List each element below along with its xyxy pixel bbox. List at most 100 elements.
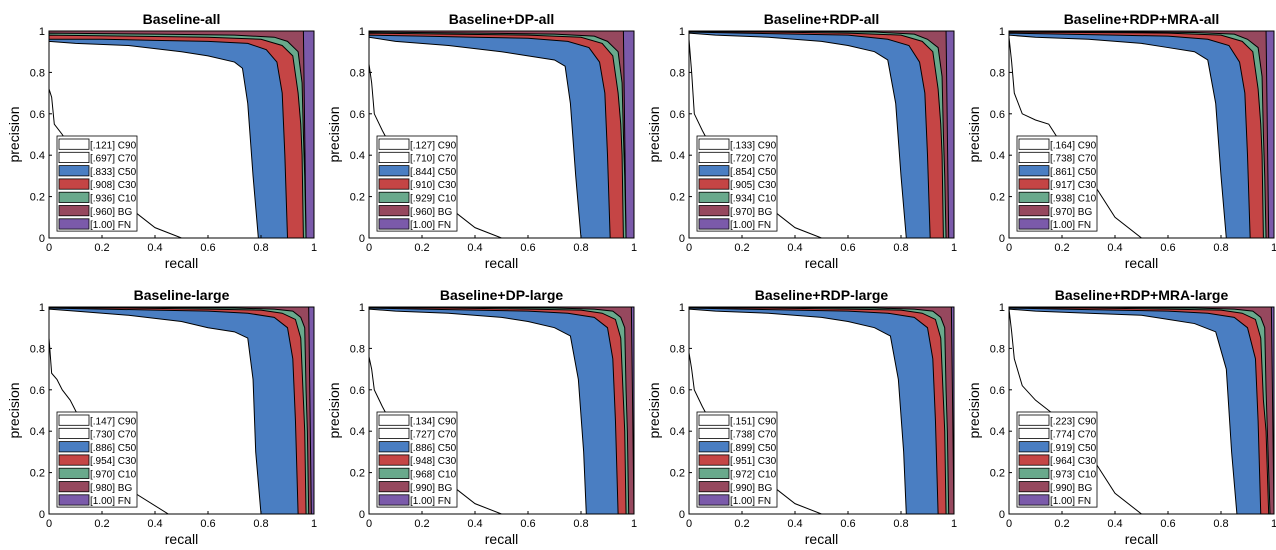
legend-swatch-c50 [378, 165, 410, 177]
legend-swatch-c50 [58, 165, 90, 177]
x-tick-label: 0.8 [253, 242, 268, 254]
y-tick-label: 0.8 [30, 67, 45, 79]
legend-swatch-c30 [698, 178, 730, 190]
x-tick-label: 0 [366, 518, 372, 530]
x-tick-label: 1 [951, 518, 957, 530]
legend-swatch-c70 [698, 427, 730, 439]
chart-panel: 00 0.2 0.2 0.4 0.4 0.6 0.6 0.8 0.8 1 1 recall precis… [966, 287, 1276, 547]
x-tick-label: 1 [311, 518, 317, 530]
y-tick-label: 0.6 [350, 109, 365, 121]
y-tick-label: 0.8 [670, 67, 685, 79]
legend-label: [.910] C30 [410, 180, 457, 191]
legend-swatch-c50 [698, 165, 730, 177]
x-tick-label: 0.6 [200, 518, 215, 530]
y-tick-label: 0.6 [670, 385, 685, 397]
legend-swatch-c30 [698, 454, 730, 466]
legend-label: [.960] BG [410, 207, 452, 218]
legend-swatch-bg [698, 205, 730, 217]
x-axis-label: recall [805, 531, 838, 547]
legend-label: [.973] C10 [1050, 470, 1097, 481]
chart-title: Baseline-large [134, 287, 230, 303]
y-tick-label: 0.4 [350, 426, 365, 438]
x-tick-label: 0.6 [840, 518, 855, 530]
x-tick-label: 0.4 [467, 242, 482, 254]
legend-swatch-fn [378, 494, 410, 506]
x-tick-label: 0.6 [1160, 242, 1175, 254]
legend: [.121] C90 [.697] C70 [.833] C50 [.908] C30… [56, 135, 138, 232]
y-tick-label: 1 [359, 26, 365, 38]
y-tick-label: 0 [999, 233, 1005, 245]
x-tick-label: 0.4 [147, 518, 162, 530]
y-axis-label: precision [6, 382, 22, 438]
legend-swatch-bg [1018, 481, 1050, 493]
legend-label: [1.00] FN [730, 496, 771, 507]
chart-title: Baseline+RDP-large [755, 287, 889, 303]
legend-label: [.954] C30 [90, 456, 137, 467]
x-tick-label: 1 [631, 242, 637, 254]
x-tick-label: 0.2 [1054, 518, 1069, 530]
chart-panel: 00 0.2 0.2 0.4 0.4 0.6 0.6 0.8 0.8 1 1 recall precis… [646, 11, 957, 271]
x-tick-label: 0.8 [1213, 242, 1228, 254]
legend-label: [.938] C10 [1050, 194, 1097, 205]
y-tick-label: 0.8 [30, 343, 45, 355]
x-tick-label: 0.8 [893, 242, 908, 254]
legend-label: [.134] C90 [410, 416, 457, 427]
legend-swatch-c30 [58, 178, 90, 190]
x-tick-label: 0 [46, 242, 52, 254]
chart-panel: 00 0.2 0.2 0.4 0.4 0.6 0.6 0.8 0.8 1 1 recall precis… [6, 287, 317, 547]
legend-swatch-c50 [58, 441, 90, 453]
x-tick-label: 1 [1271, 242, 1276, 254]
legend: [.127] C90 [.710] C70 [.844] C50 [.910] C30… [376, 135, 458, 232]
y-axis-label: precision [966, 106, 982, 162]
legend-swatch-c10 [698, 191, 730, 203]
legend-label: [.990] BG [730, 483, 772, 494]
legend-swatch-c90 [378, 138, 410, 150]
legend-label: [.936] C10 [90, 194, 137, 205]
y-tick-label: 0.8 [350, 343, 365, 355]
legend-swatch-c70 [378, 427, 410, 439]
y-tick-label: 0.8 [990, 343, 1005, 355]
legend-swatch-c90 [58, 138, 90, 150]
legend-label: [1.00] FN [410, 220, 451, 231]
legend-swatch-c90 [698, 414, 730, 426]
legend-swatch-fn [698, 494, 730, 506]
plot-frame [1008, 306, 1275, 515]
legend-swatch-bg [378, 205, 410, 217]
x-tick-label: 0.2 [414, 242, 429, 254]
x-tick-label: 0.6 [520, 518, 535, 530]
y-tick-label: 0.2 [670, 192, 685, 204]
x-tick-label: 0.4 [787, 518, 802, 530]
x-tick-label: 0.6 [1160, 518, 1175, 530]
y-tick-label: 0.6 [350, 385, 365, 397]
legend-swatch-bg [698, 481, 730, 493]
legend-swatch-bg [58, 481, 90, 493]
legend-swatch-fn [378, 218, 410, 230]
legend-swatch-bg [378, 481, 410, 493]
y-tick-label: 0 [359, 233, 365, 245]
chart-title: Baseline-all [143, 11, 221, 27]
x-tick-label: 0.4 [1107, 518, 1122, 530]
y-tick-label: 0.4 [30, 426, 45, 438]
legend-label: [.727] C70 [410, 430, 457, 441]
x-tick-label: 0.8 [253, 518, 268, 530]
legend-swatch-fn [58, 218, 90, 230]
legend-swatch-c70 [698, 151, 730, 164]
legend-swatch-c70 [58, 427, 90, 439]
x-tick-label: 0 [46, 518, 52, 530]
y-axis-label: precision [646, 106, 662, 162]
legend-swatch-c10 [58, 191, 90, 203]
legend: [.147] C90 [.730] C70 [.886] C50 [.954] C30… [56, 411, 138, 508]
x-tick-label: 0.2 [94, 242, 109, 254]
plot-frame [368, 306, 635, 515]
legend-label: [.127] C90 [410, 140, 457, 151]
legend-label: [.899] C50 [730, 443, 777, 454]
y-tick-label: 1 [999, 302, 1005, 314]
x-tick-label: 0 [1006, 518, 1012, 530]
legend-swatch-c90 [698, 138, 730, 150]
y-tick-label: 1 [679, 302, 685, 314]
legend-swatch-c10 [1018, 191, 1050, 203]
legend-swatch-bg [58, 205, 90, 217]
x-tick-label: 0.6 [840, 242, 855, 254]
